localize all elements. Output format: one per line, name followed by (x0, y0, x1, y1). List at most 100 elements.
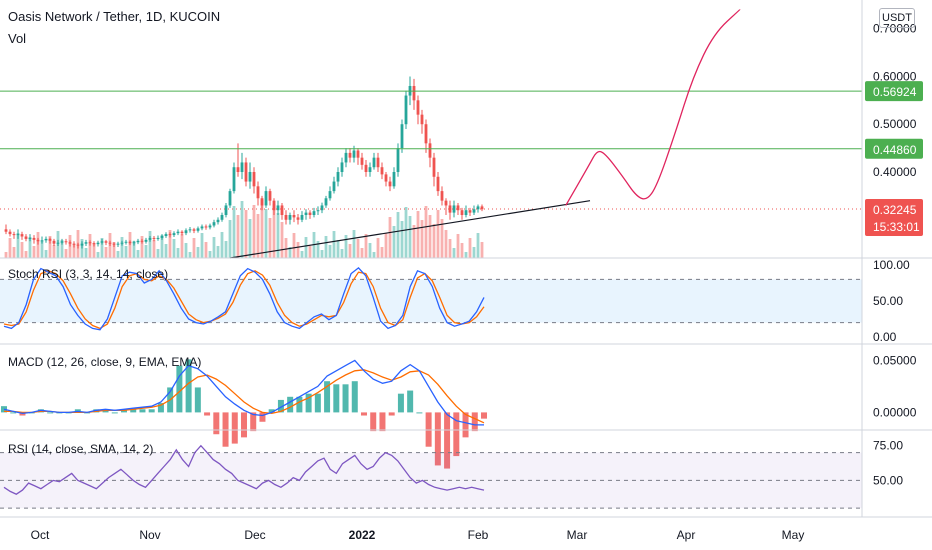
candle-body (68, 242, 72, 244)
candle-body (452, 205, 456, 213)
macd-histogram-bar (471, 412, 478, 432)
volume-bar (348, 244, 352, 258)
price-axis-label: 75.00 (873, 439, 903, 453)
volume-bar (264, 209, 268, 258)
candle-body (312, 211, 316, 215)
price-axis-label: 0.40000 (873, 165, 917, 179)
candle-body (72, 243, 76, 245)
candle-body (296, 217, 300, 220)
candle-body (360, 157, 364, 165)
candle-body (260, 198, 264, 206)
volume-bar (316, 241, 320, 258)
volume-bar (144, 245, 148, 258)
candle-body (196, 228, 200, 231)
volume-bar (76, 230, 80, 258)
candle-body (400, 124, 404, 149)
price-axis-label: 0.05000 (873, 353, 917, 367)
candle-body (456, 205, 460, 211)
volume-bar (480, 242, 484, 258)
volume-bar (352, 230, 356, 258)
volume-bar (152, 240, 156, 258)
volume-bar (472, 247, 476, 258)
candle-body (60, 241, 64, 243)
macd-histogram-bar (481, 412, 487, 419)
macd-histogram-bar (194, 387, 201, 413)
rsi-band (0, 452, 862, 509)
candle-body (464, 210, 468, 215)
volume-bar (80, 239, 84, 258)
candle-body (364, 164, 368, 172)
candle-body (204, 226, 208, 228)
candle-body (192, 229, 196, 231)
rsi-label: RSI (14, close, SMA, 14, 2) (8, 442, 154, 456)
volume-bar (412, 225, 416, 258)
volume-bar (432, 224, 436, 258)
candle-body (100, 241, 104, 243)
volume-bar (308, 246, 312, 258)
volume-bar (340, 249, 344, 258)
macd-histogram-bar (305, 393, 312, 413)
candle-body (380, 167, 384, 175)
volume-bar (172, 239, 176, 258)
candle-body (172, 233, 176, 236)
volume-bar (364, 234, 368, 258)
volume-bar (476, 233, 480, 258)
candle-body (428, 143, 432, 158)
volume-bar (12, 247, 16, 258)
volume-bar (244, 210, 248, 258)
volume-bar (336, 240, 340, 258)
volume-bar (40, 241, 44, 258)
volume-bar (196, 247, 200, 258)
candle-body (308, 212, 312, 215)
candle-body (40, 240, 44, 242)
currency-button[interactable]: USDT (879, 8, 915, 28)
volume-bar (444, 230, 448, 258)
macd-histogram-bar (379, 412, 386, 432)
macd-histogram-bar (213, 412, 220, 435)
candle-body (240, 162, 244, 172)
trend-line (229, 200, 591, 259)
price-axis-label: 50.00 (873, 294, 903, 308)
volume-bar (96, 252, 100, 258)
volume-bar (420, 220, 424, 258)
macd-label: MACD (12, 26, close, 9, EMA, EMA) (8, 355, 202, 369)
volume-bar (276, 213, 280, 258)
volume-bar (424, 206, 428, 258)
candle-body (180, 231, 184, 234)
macd-histogram-bar (342, 384, 349, 413)
time-axis[interactable]: Oct Nov Dec 2022 Feb Mar Apr May (31, 528, 805, 542)
volume-bar (212, 237, 216, 258)
volume-bar (188, 252, 192, 258)
volume-bar (356, 239, 360, 258)
volume-bar (428, 215, 432, 258)
volume-bar (4, 252, 8, 258)
last-price-badge-bg (865, 199, 923, 220)
candle-body (436, 176, 440, 192)
volume-bar (452, 248, 456, 258)
time-axis-label: Mar (567, 528, 588, 542)
volume-bar (360, 248, 364, 258)
rsi-pane[interactable] (0, 444, 862, 509)
volume-bar (440, 219, 444, 258)
candle-body (144, 239, 148, 242)
macd-histogram-bar (370, 412, 377, 432)
candle-body (336, 172, 340, 182)
time-axis-label: Apr (677, 528, 696, 542)
candle-body (32, 237, 36, 240)
candle-body (208, 225, 212, 228)
candle-body (92, 243, 96, 245)
candle-body (160, 236, 164, 238)
candle-body (228, 191, 232, 206)
candle-body (12, 234, 16, 236)
stoch-rsi-pane[interactable] (0, 267, 862, 331)
candle-body (56, 242, 60, 244)
candle-body (20, 234, 24, 237)
price-axis[interactable]: 0.70000 0.60000 0.50000 0.40000 100.00 50.00 0… (865, 22, 923, 488)
time-axis-label: Oct (31, 528, 50, 542)
candle-body (224, 205, 228, 215)
price-pane[interactable] (0, 9, 862, 259)
candle-body (332, 181, 336, 192)
volume-bar (104, 247, 108, 258)
volume-bar (16, 233, 20, 258)
